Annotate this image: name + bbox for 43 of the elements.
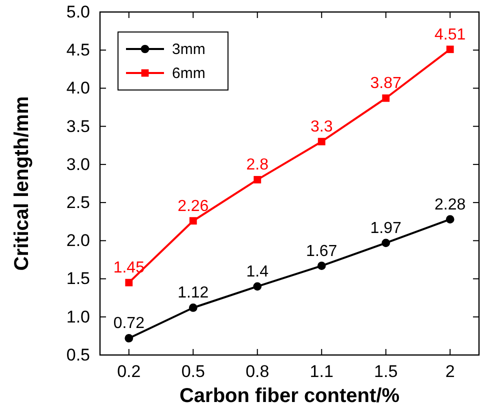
point [253, 282, 262, 291]
data-label: 2.8 [246, 156, 269, 174]
y-tick-label: 4.0 [66, 78, 90, 98]
point [124, 334, 134, 342]
data-label: 2.26 [178, 198, 209, 215]
data-label: 0.72 [113, 315, 145, 332]
x-axis-title: Carbon fiber content/% [179, 385, 400, 407]
x-tick-label: 0.2 [117, 362, 141, 382]
point [188, 304, 198, 312]
y-tick-label: 2.5 [66, 192, 90, 212]
y-tick-label: 2.0 [66, 231, 90, 250]
data-label: 1.97 [370, 220, 402, 237]
data-label: 3.87 [370, 75, 402, 92]
legend-label: 6mm [172, 65, 206, 82]
y-tick-label: 5.0 [66, 2, 90, 22]
point [125, 278, 133, 286]
y-tick-label: 0.5 [66, 345, 90, 364]
data-label: 1.12 [178, 284, 209, 302]
y-tick-label: 3.5 [66, 116, 90, 136]
data-label: 3.3 [310, 118, 333, 136]
x-tick-label: 1.5 [374, 362, 398, 382]
point [382, 238, 390, 248]
x-tick-label: 1.1 [310, 362, 334, 382]
legend-label: 3mm [172, 41, 206, 58]
data-label: 4.51 [434, 26, 466, 44]
point [317, 262, 326, 270]
point [318, 138, 326, 146]
y-tick-label: 1.5 [66, 269, 90, 288]
y-tick-label: 4.5 [66, 40, 90, 60]
x-tick-label: 2 [445, 362, 455, 382]
data-label: 1.67 [306, 242, 338, 260]
data-label: 1.4 [246, 263, 269, 280]
point [446, 215, 454, 224]
x-tick-label: 0.8 [246, 362, 270, 382]
y-tick-label: 3.0 [66, 154, 90, 174]
y-tick-label: 1.0 [66, 307, 90, 326]
x-tick-label: 0.5 [181, 362, 205, 382]
data-label: 2.28 [434, 196, 466, 214]
point [446, 46, 454, 54]
point [382, 94, 390, 102]
point [254, 176, 262, 184]
point [189, 217, 197, 225]
y-axis-title: Critical length/mm [11, 96, 33, 271]
